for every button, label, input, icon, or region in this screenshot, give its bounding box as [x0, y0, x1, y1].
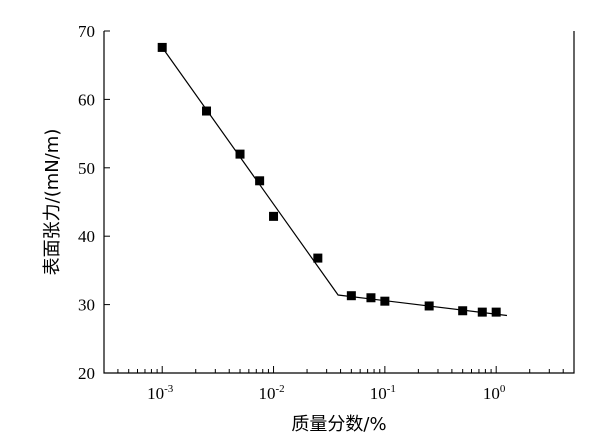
fit-line-group [161, 47, 508, 317]
y-tick-label: 60 [78, 90, 95, 109]
data-point [269, 211, 279, 221]
x-tick-label: 10-2 [258, 383, 284, 403]
y-tick-label: 40 [78, 227, 95, 246]
x-tick-label: 100 [483, 383, 506, 403]
data-point [491, 307, 501, 317]
data-point [346, 291, 356, 301]
data-point [458, 306, 468, 316]
y-axis-ticks: 20 30 40 50 60 70 [78, 22, 110, 383]
data-point [313, 253, 323, 263]
data-point [202, 106, 212, 116]
data-point [366, 293, 376, 303]
y-tick-label: 20 [78, 364, 95, 383]
data-point [235, 149, 245, 159]
data-point [424, 301, 434, 311]
data-point [157, 42, 167, 52]
fit-line [161, 47, 508, 317]
data-point [477, 307, 487, 317]
axes [103, 31, 575, 374]
data-points [157, 42, 501, 317]
data-point [380, 296, 390, 306]
x-tick-label: 10-3 [147, 383, 174, 403]
plot-frame [103, 31, 575, 374]
y-tick-label: 30 [78, 296, 95, 315]
x-axis-ticks: 10-3 10-2 10-1 100 [103, 366, 564, 403]
data-point [255, 176, 265, 186]
y-tick-label: 70 [78, 22, 95, 41]
x-tick-label: 10-1 [370, 383, 396, 403]
y-axis-title: 表面张力/(mN/m) [42, 129, 63, 276]
x-axis-title: 质量分数/% [291, 414, 386, 435]
y-tick-label: 50 [78, 159, 95, 178]
